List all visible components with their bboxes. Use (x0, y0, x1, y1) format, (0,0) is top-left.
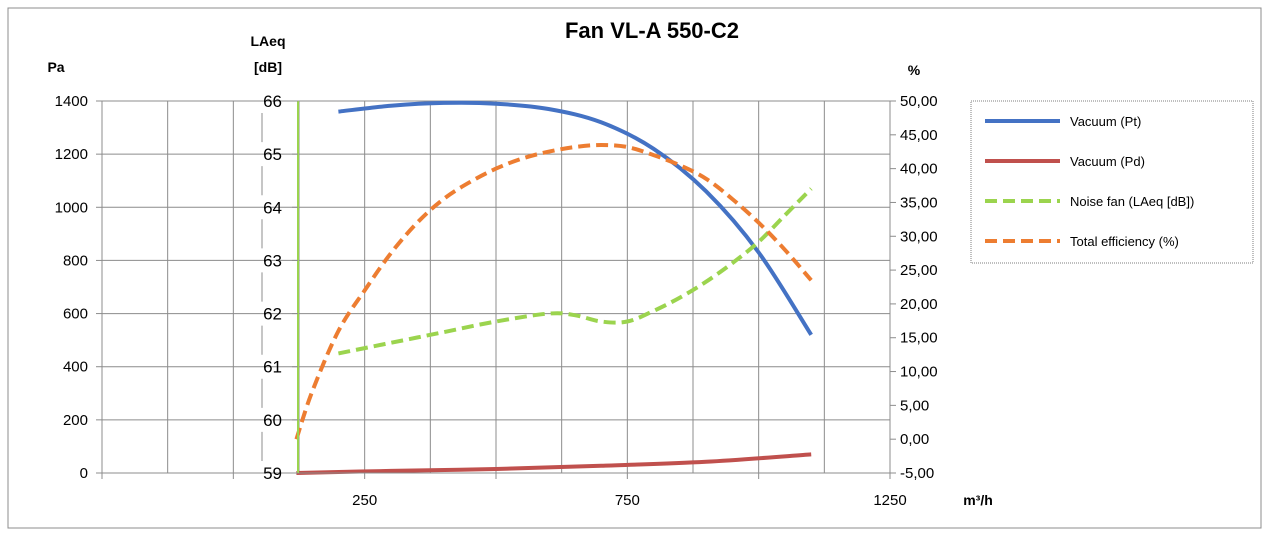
series-line-noise-fan-laeq-db (338, 187, 813, 356)
legend-items: Vacuum (Pt) Vacuum (Pd) Noise fan (LAeq [d… (985, 114, 1194, 249)
left-tick-label: 0 (80, 465, 88, 482)
left-tick-label: 1200 (55, 146, 88, 163)
left2-tick-label: 59 (263, 464, 282, 483)
chart-frame (7, 7, 1262, 529)
legend-label-vacuum-pd: Vacuum (Pd) (1070, 154, 1145, 169)
right-tick-label: 0,00 (900, 431, 929, 448)
series-line-vacuum-pt (338, 100, 813, 336)
x-tick-label: 250 (352, 492, 377, 509)
left2-tick-label: 60 (263, 411, 282, 430)
x-axis-title: m³/h (963, 492, 993, 508)
right-axis-title: % (908, 62, 921, 78)
right-tick-label: 10,00 (900, 364, 938, 381)
x-tick-label: 1250 (873, 492, 906, 509)
legend-box (970, 100, 1254, 264)
series-line-total-efficiency (294, 142, 813, 440)
legend: Vacuum (Pt) Vacuum (Pd) Noise fan (LAeq [d… (970, 100, 1254, 264)
left-tick-label: 1000 (55, 199, 88, 216)
left-tick-label: 800 (63, 252, 88, 269)
left2-tick-label: 61 (263, 358, 282, 377)
series-line-vacuum-pd (296, 452, 812, 475)
right-tick-label: 20,00 (900, 296, 938, 313)
left2-axis-title-line1: LAeq (251, 33, 286, 49)
left-tick-label: 1400 (55, 93, 88, 110)
right-tick-label: 50,00 (900, 93, 938, 110)
right-tick-label: 25,00 (900, 262, 938, 279)
legend-label-total-efficiency: Total efficiency (%) (1070, 234, 1179, 249)
x-tick-label: 750 (615, 492, 640, 509)
right-tick-label: 40,00 (900, 161, 938, 178)
axes-layer: 0 200 400 600 800 1000 1200 1400 250 750 1250 59 60 6… (55, 92, 938, 509)
left2-axis-title-line2: [dB] (254, 59, 282, 75)
right-tick-label: 35,00 (900, 194, 938, 211)
left2-tick-label: 62 (263, 305, 282, 324)
legend-label-vacuum-pt: Vacuum (Pt) (1070, 114, 1141, 129)
chart-title: Fan VL-A 550-C2 (565, 18, 739, 43)
left2-tick-label: 66 (263, 92, 282, 111)
left-axis-title: Pa (47, 59, 64, 75)
left-tick-label: 600 (63, 306, 88, 323)
right-tick-label: 30,00 (900, 228, 938, 245)
right-tick-label: 45,00 (900, 127, 938, 144)
left2-tick-label: 63 (263, 251, 282, 270)
legend-label-noise-fan-laeq-db: Noise fan (LAeq [dB]) (1070, 194, 1194, 209)
series-layer (294, 100, 813, 475)
left-tick-label: 200 (63, 412, 88, 429)
left-tick-label: 400 (63, 359, 88, 376)
right-tick-label: 15,00 (900, 330, 938, 347)
right-tick-label: -5,00 (900, 465, 934, 482)
right-tick-label: 5,00 (900, 397, 929, 414)
left2-tick-label: 65 (263, 145, 282, 164)
left2-tick-label: 64 (263, 198, 282, 217)
